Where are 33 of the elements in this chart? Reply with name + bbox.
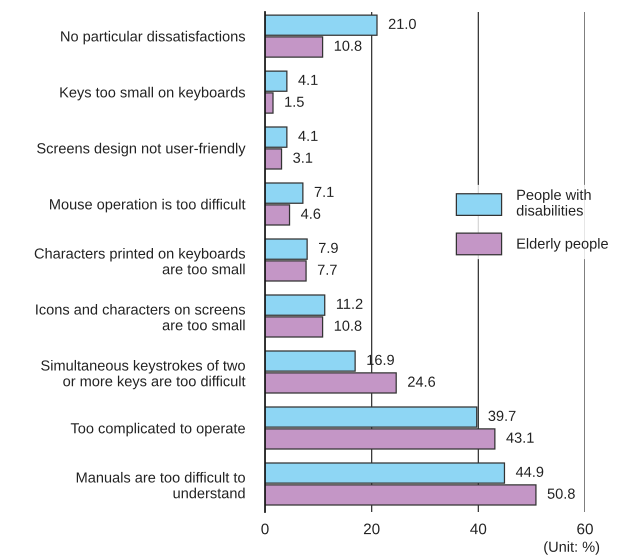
- text: (Unit: %): [544, 541, 600, 555]
- data-label: 7.1: [314, 186, 334, 197]
- data-label: 24.6: [408, 376, 436, 387]
- data-label: 10.8: [334, 320, 362, 331]
- data-label: 11.2: [336, 298, 362, 309]
- data-label: 4.1: [298, 130, 318, 141]
- data-label: 3.1: [293, 152, 312, 163]
- data-label: 50.8: [548, 488, 575, 499]
- data-label: 43.1: [506, 432, 534, 443]
- data-label: 7.9: [318, 242, 338, 254]
- data-label: 4.1: [298, 74, 318, 85]
- x-tick-label: 60: [577, 524, 593, 534]
- y-tick-label: Manuals are too difficult to understand: [76, 472, 245, 498]
- data-label: 44.9: [516, 466, 544, 477]
- data-label: 7.7: [318, 264, 337, 275]
- data-label: 10.8: [334, 40, 362, 51]
- x-tick-label: 40: [470, 524, 486, 534]
- y-tick-label: Keys too small on keyboards: [60, 86, 246, 100]
- y-tick-label: Screens design not user-friendly: [37, 142, 246, 156]
- data-label: 1.5: [285, 96, 304, 107]
- y-tick-label: No particular dissatisfactions: [61, 30, 246, 44]
- y-tick-label: Characters printed on keyboards are too small: [34, 248, 246, 274]
- data-label: 39.7: [488, 410, 516, 422]
- y-tick-label: Too complicated to operate: [70, 422, 245, 436]
- y-tick-label: Icons and characters on screens are too small: [36, 304, 246, 330]
- data-label: 21.0: [388, 18, 416, 30]
- x-tick-label: 20: [364, 524, 380, 534]
- y-tick-label: Mouse operation is too difficult: [50, 198, 246, 212]
- y-tick-label: Simultaneous keystrokes of two or more keys are too difficult: [41, 360, 246, 390]
- x-tick-label: 0: [261, 524, 269, 534]
- data-label: 4.6: [300, 208, 320, 219]
- legend-label: People with disabilities: [516, 189, 591, 216]
- legend-label: Elderly people: [517, 238, 608, 252]
